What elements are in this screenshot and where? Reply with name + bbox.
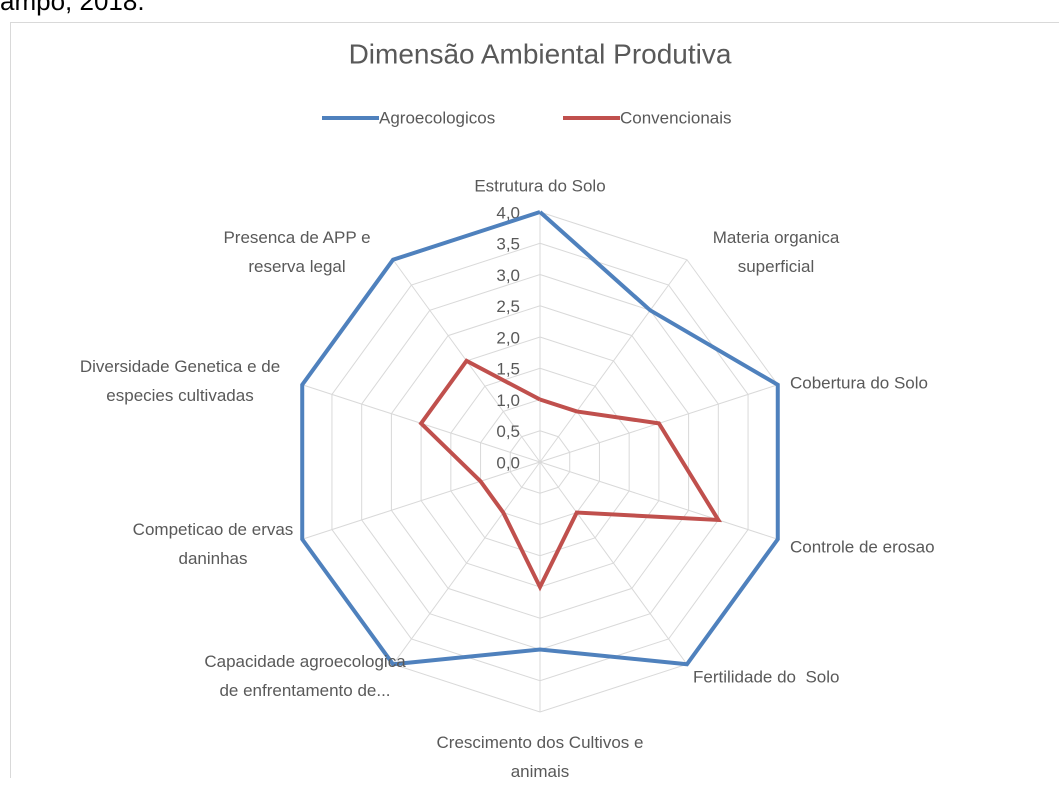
axis-label: Capacidade agroecologica de enfrentament… [203, 647, 408, 705]
y-tick-label: 2,5 [496, 297, 520, 316]
y-tick-label: 1,5 [496, 360, 520, 379]
axis-label: Cobertura do Solo [790, 369, 1040, 398]
y-tick-label: 3,0 [496, 266, 520, 285]
axis-label: Fertilidade do Solo [693, 663, 943, 692]
y-tick-label: 0,0 [496, 453, 520, 472]
y-tick-label: 3,5 [496, 235, 520, 254]
axis-label: Controle de erosao [790, 533, 1040, 562]
y-tick-label: 2,0 [496, 328, 520, 347]
chart-title: Dimensão Ambiental Produtiva [349, 38, 732, 69]
axis-label: Competicao de ervas daninhas [98, 515, 328, 573]
axis-label: Crescimento dos Cultivos e animais [415, 728, 665, 786]
legend-label: Convencionais [620, 108, 732, 127]
axis-label: Estrutura do Solo [410, 172, 670, 201]
y-tick-label: 1,0 [496, 391, 520, 410]
caption-fragment: ampo, 2018. [0, 0, 145, 17]
axis-label: Materia organica superficial [681, 223, 871, 281]
axis-label: Presenca de APP e reserva legal [202, 223, 392, 281]
legend-label: Agroecologicos [379, 108, 495, 127]
y-tick-label: 0,5 [496, 422, 520, 441]
axis-label: Diversidade Genetica e de especies culti… [60, 352, 300, 410]
